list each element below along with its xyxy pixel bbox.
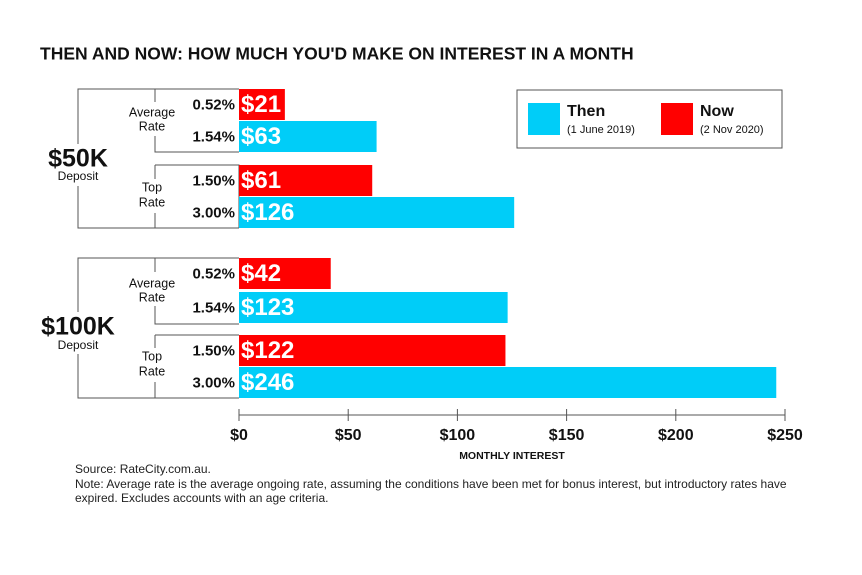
rate-label: 3.00%	[192, 374, 235, 391]
deposit-label: Deposit	[58, 338, 99, 352]
label-bg	[120, 102, 184, 136]
value-label: $123	[241, 294, 294, 321]
value-label: $21	[241, 91, 281, 118]
bar	[239, 367, 777, 398]
rate-group-label: Rate	[139, 195, 165, 209]
rate-group-label: Average	[129, 105, 175, 119]
rate-group-label: Rate	[139, 290, 165, 304]
label-bg	[120, 272, 184, 306]
value-label: $61	[241, 167, 281, 194]
rate-group-label: Average	[129, 276, 175, 290]
rate-label: 1.54%	[192, 128, 235, 145]
rate-label: 1.50%	[192, 342, 235, 359]
chart: THEN AND NOW: HOW MUCH YOU'D MAKE ON INT…	[38, 44, 803, 460]
chart-title: THEN AND NOW: HOW MUCH YOU'D MAKE ON INT…	[40, 44, 634, 64]
x-tick-label: $0	[230, 427, 248, 444]
rate-label: 0.52%	[192, 265, 235, 282]
legend-swatch	[528, 103, 560, 135]
x-tick-label: $100	[440, 427, 476, 444]
label-bg	[40, 144, 116, 186]
value-label: $42	[241, 260, 281, 287]
rate-label: 0.52%	[192, 96, 235, 113]
legend-swatch	[661, 103, 693, 135]
label-bg	[38, 312, 122, 354]
rate-group-label: Rate	[139, 119, 165, 133]
deposit-amount: $100K	[41, 313, 115, 341]
rate-group-label: Top	[142, 180, 162, 194]
rate-label: 1.54%	[192, 299, 235, 316]
bar	[239, 258, 331, 289]
x-tick-label: $250	[767, 427, 803, 444]
x-tick-label: $150	[549, 427, 585, 444]
value-label: $126	[241, 199, 294, 226]
label-bg	[128, 179, 174, 213]
x-axis-label: MONTHLY INTEREST	[459, 450, 565, 460]
bar	[239, 165, 373, 196]
value-label: $122	[241, 337, 294, 364]
bar	[239, 335, 506, 366]
value-label: $246	[241, 369, 294, 396]
bar	[239, 89, 285, 120]
rate-group-label: Top	[142, 349, 162, 363]
x-tick-label: $50	[335, 427, 362, 444]
x-tick-label: $200	[658, 427, 694, 444]
source: Source: RateCity.com.au.	[75, 462, 211, 476]
legend-label: Then	[567, 103, 605, 120]
legend-label: Now	[700, 103, 734, 120]
note: Note: Average rate is the average ongoin…	[75, 476, 787, 506]
value-label: $63	[241, 123, 281, 150]
rate-label: 1.50%	[192, 172, 235, 189]
deposit-label: Deposit	[58, 169, 99, 183]
bar	[239, 292, 508, 323]
legend-date: (1 June 2019)	[567, 124, 635, 136]
rate-label: 3.00%	[192, 204, 235, 221]
bar	[239, 197, 515, 228]
bar	[239, 121, 377, 152]
rate-group-label: Rate	[139, 364, 165, 378]
legend-date: (2 Nov 2020)	[700, 124, 764, 136]
label-bg	[128, 348, 174, 382]
legend-box	[516, 89, 783, 149]
deposit-amount: $50K	[48, 145, 108, 173]
notes: Source: RateCity.com.au. Note: Average r…	[75, 462, 795, 506]
